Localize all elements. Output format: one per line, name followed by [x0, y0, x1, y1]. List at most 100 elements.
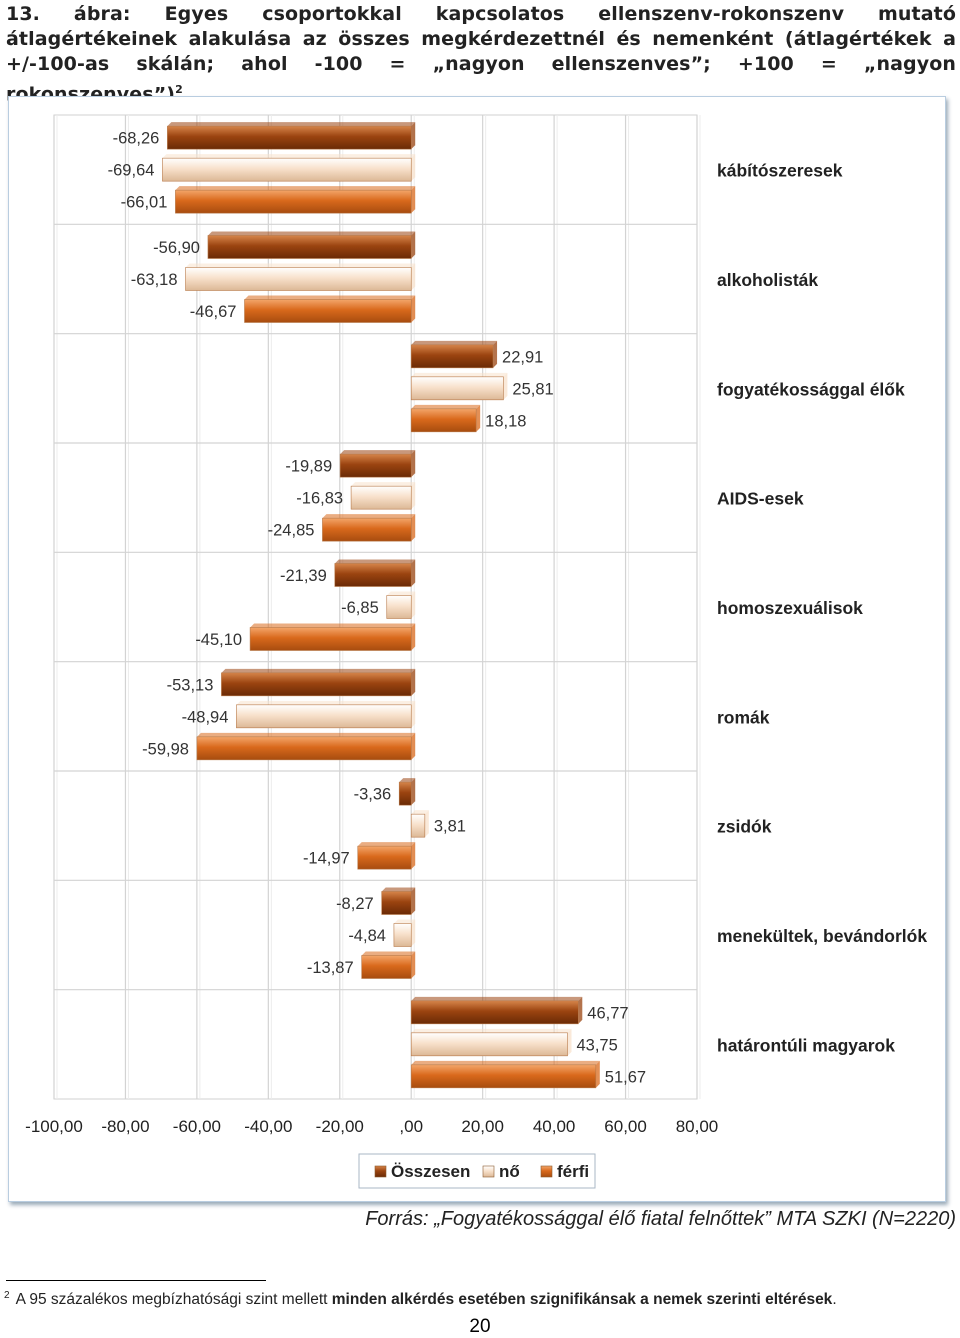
bar-top-face — [393, 919, 416, 924]
data-label: -69,64 — [108, 162, 155, 180]
legend-swatch — [540, 1165, 553, 1178]
bar-top-face — [244, 295, 416, 300]
bar — [244, 299, 412, 323]
legend-label: nő — [499, 1162, 520, 1181]
data-label: -59,98 — [142, 740, 189, 758]
x-tick-label: ,00 — [399, 1117, 423, 1136]
category-label: kábítószeresek — [717, 161, 843, 181]
x-tick-label: -80,00 — [101, 1117, 149, 1136]
data-label: 25,81 — [512, 380, 553, 398]
page-number: 20 — [469, 1316, 491, 1337]
bar-top-face — [411, 404, 481, 409]
bar-top-face — [322, 514, 416, 519]
bar-top-face — [411, 996, 583, 1001]
bar-top-face — [411, 810, 429, 815]
footnote-ref: 2 — [175, 83, 183, 96]
bar-top-face — [250, 623, 416, 628]
bar-side-face — [503, 372, 508, 400]
data-label: -24,85 — [268, 522, 315, 540]
bar-top-face — [411, 1060, 600, 1065]
bar — [236, 704, 412, 729]
bar — [167, 125, 412, 150]
category-label: menekültek, bevándorlók — [717, 926, 927, 946]
bar-side-face — [411, 263, 416, 291]
bar — [334, 563, 412, 587]
data-label: -46,67 — [190, 303, 237, 321]
bar — [410, 1064, 597, 1089]
bar-side-face — [411, 732, 416, 760]
bar-side-face — [411, 154, 416, 182]
bar-top-face — [162, 154, 416, 159]
legend-swatch — [482, 1165, 495, 1178]
data-label: -8,27 — [336, 895, 374, 913]
x-tick-label: 80,00 — [676, 1117, 719, 1136]
bar-side-face — [411, 122, 416, 150]
data-label: 18,18 — [485, 412, 526, 430]
data-label: -16,83 — [296, 490, 343, 508]
bar-side-face — [411, 887, 416, 915]
bar-side-face — [411, 919, 416, 947]
data-label: -56,90 — [153, 239, 200, 257]
category-label: alkoholisták — [717, 270, 818, 290]
bar-top-face — [411, 340, 498, 345]
data-label: -13,87 — [307, 959, 354, 977]
footnote-bold-text: minden alkérdés esetében szignifikánsak … — [331, 1291, 833, 1309]
bar-top-face — [236, 700, 416, 705]
data-label: 22,91 — [502, 348, 543, 366]
bar-side-face — [411, 295, 416, 323]
category-label: romák — [717, 707, 770, 727]
x-tick-label: -60,00 — [173, 1117, 221, 1136]
bar-top-face — [386, 591, 416, 596]
bar-chart: -100,00 -80,00 -60,00 -40,00 -20,00 ,00 20,00 4… — [25, 114, 927, 1189]
bar — [162, 157, 412, 182]
x-tick-label: 60,00 — [604, 1117, 647, 1136]
bar-side-face — [411, 559, 416, 587]
data-label: 46,77 — [587, 1004, 628, 1022]
bar-side-face — [411, 778, 416, 806]
bar-top-face — [381, 887, 416, 892]
bar — [207, 235, 412, 259]
bar-top-face — [357, 842, 416, 847]
data-label: -3,36 — [354, 786, 392, 804]
legend-label: Összesen — [391, 1162, 470, 1181]
data-label: 43,75 — [577, 1036, 618, 1054]
category-label: homoszexuálisok — [717, 598, 863, 618]
bar-top-face — [411, 1028, 572, 1033]
bar-top-face — [167, 122, 416, 127]
bar-side-face — [411, 842, 416, 870]
bar-top-face — [185, 263, 416, 268]
footnote-mark: 2 — [4, 1290, 10, 1301]
bar — [410, 1032, 568, 1057]
data-label: 51,67 — [605, 1068, 646, 1086]
bar-top-face — [351, 482, 416, 487]
data-label: -48,94 — [182, 708, 229, 726]
bar-side-face — [411, 951, 416, 979]
data-label: -21,39 — [280, 567, 327, 585]
bar-side-face — [578, 996, 583, 1024]
bar-side-face — [493, 340, 498, 368]
bar-side-face — [567, 1028, 572, 1056]
figure-title: 13. ábra: Egyes csoportokkal kapcsolatos… — [6, 3, 956, 106]
bar-top-face — [207, 231, 416, 236]
data-label: -53,13 — [167, 676, 214, 694]
data-label: 3,81 — [434, 818, 466, 836]
x-tick-label: 20,00 — [461, 1117, 504, 1136]
bar-top-face — [334, 559, 416, 564]
bar — [386, 595, 412, 619]
bar — [410, 408, 477, 433]
bar-side-face — [411, 668, 416, 696]
bar — [185, 267, 412, 291]
category-label: zsidók — [717, 817, 772, 837]
bar — [249, 627, 412, 651]
footnote-end: . — [832, 1291, 837, 1309]
bar-top-face — [361, 951, 416, 956]
bar — [398, 781, 412, 806]
bar — [350, 485, 412, 510]
data-label: -66,01 — [121, 194, 168, 212]
x-tick-label: 40,00 — [533, 1117, 576, 1136]
bar — [175, 189, 412, 214]
data-label: -14,97 — [303, 850, 350, 868]
bar-side-face — [411, 482, 416, 510]
bar-side-face — [411, 186, 416, 214]
category-label: fogyatékossággal élők — [717, 379, 905, 399]
